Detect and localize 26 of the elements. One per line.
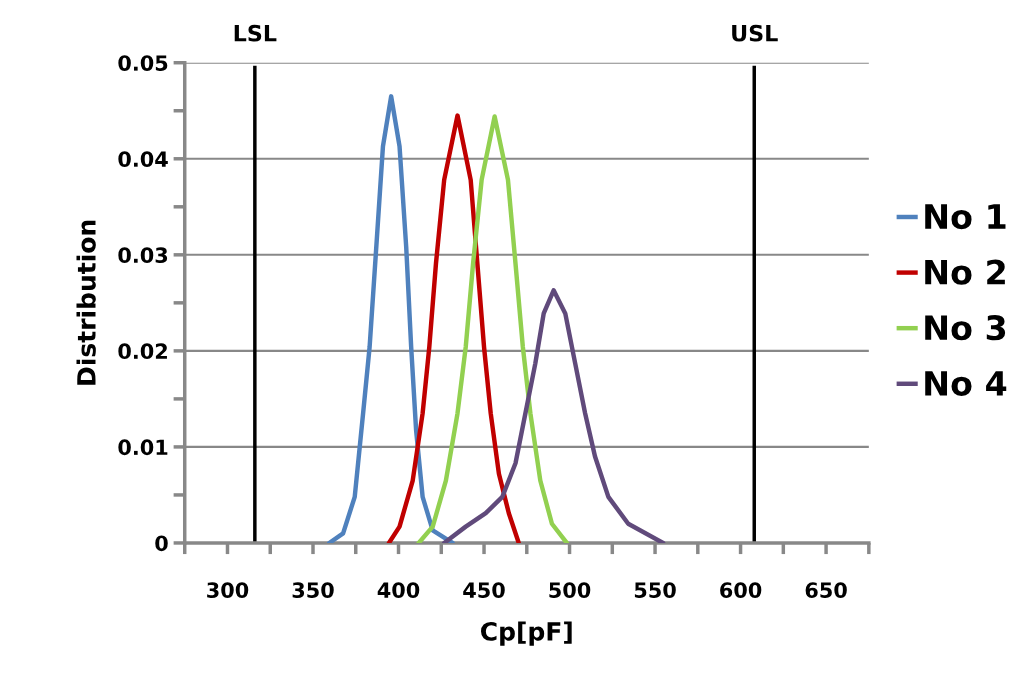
y-tick-label: 0.04 (118, 151, 168, 167)
x-tick-label: 400 (377, 582, 420, 598)
legend-label: No 3 (925, 315, 1006, 341)
y-tick-label: 0.01 (118, 439, 168, 456)
x-tick-label: 650 (805, 582, 847, 598)
x-tick-label: 300 (207, 582, 249, 598)
y-tick-label: 0.03 (118, 247, 168, 264)
y-tick-label: 0.05 (118, 55, 168, 71)
y-tick-label: 0.02 (118, 343, 167, 360)
y-tick-label: 0 (155, 535, 168, 552)
line-series (327, 94, 455, 543)
line-series (441, 288, 666, 543)
x-tick-label: 450 (463, 582, 505, 598)
y-axis-title: Distribution (76, 220, 96, 385)
x-tick-label: 500 (549, 582, 591, 598)
legend-label: No 1 (925, 204, 1006, 230)
ref-line-label: USL (732, 24, 778, 42)
legend-label: No 4 (925, 371, 1007, 396)
x-tick-label: 550 (634, 582, 676, 598)
line-series (416, 114, 570, 543)
line-series (386, 113, 521, 543)
legend-label: No 2 (925, 259, 1005, 285)
x-tick-label: 350 (292, 582, 334, 598)
x-tick-label: 600 (720, 582, 762, 598)
x-axis-title: Cp[pF] (481, 621, 572, 646)
ref-line-label: LSL (234, 24, 277, 42)
